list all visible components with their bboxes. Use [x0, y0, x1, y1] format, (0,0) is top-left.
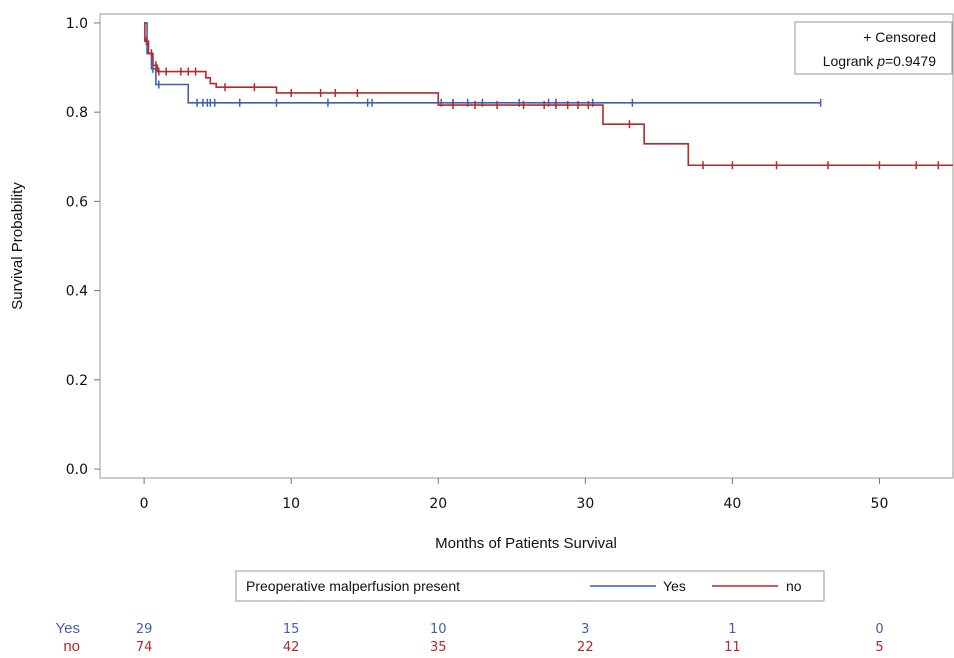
- survival-line-yes: [144, 22, 821, 104]
- logrank-note: Logrank p=0.9479: [823, 53, 936, 69]
- annotation-box: [794, 21, 953, 75]
- x-tick-label: 30: [576, 496, 594, 512]
- logrank-p-symbol: p: [876, 53, 885, 69]
- y-tick-label: 0.4: [66, 284, 88, 300]
- risk-count: 1: [728, 622, 736, 637]
- series-no: [144, 22, 953, 170]
- risk-row-label: Yes: [56, 620, 80, 637]
- risk-count: 22: [577, 640, 594, 655]
- x-tick-label: 40: [723, 496, 741, 512]
- y-tick-label: 0.6: [66, 194, 88, 210]
- risk-count: 42: [283, 640, 300, 655]
- risk-count: 5: [875, 640, 883, 655]
- x-axis-title: Months of Patients Survival: [435, 535, 617, 552]
- risk-table: Yes 29 15 10 3 1 0no 74 42 35 22 11 5: [56, 620, 884, 655]
- plot-frame: [99, 13, 954, 479]
- logrank-annotation: + Censored Logrank p=0.9479: [794, 21, 953, 75]
- y-tick-label: 0.8: [66, 105, 88, 121]
- risk-count: 15: [283, 622, 300, 637]
- risk-count: 3: [581, 622, 589, 637]
- legend: Preoperative malperfusion present Yes no: [235, 570, 825, 602]
- x-tick-label: 0: [140, 496, 149, 512]
- censored-note: + Censored: [863, 29, 936, 45]
- risk-row-label: no: [63, 638, 80, 655]
- y-tick-label: 0.2: [66, 373, 88, 389]
- y-tick-label: 0.0: [66, 462, 88, 478]
- y-tick-label: 1.0: [66, 16, 88, 32]
- risk-count: 29: [136, 622, 153, 637]
- y-axis-title: Survival Probability: [9, 182, 26, 310]
- x-tick-label: 50: [871, 496, 889, 512]
- survival-curves: [144, 22, 953, 170]
- x-tick-label: 20: [429, 496, 447, 512]
- risk-count: 74: [136, 640, 153, 655]
- legend-title: Preoperative malperfusion present: [246, 578, 460, 594]
- risk-count: 11: [724, 640, 741, 655]
- series-yes: [144, 22, 822, 107]
- risk-count: 10: [430, 622, 447, 637]
- legend-label-yes: Yes: [663, 578, 686, 594]
- legend-label-no: no: [786, 578, 802, 594]
- survival-line-no: [144, 22, 953, 167]
- risk-count: 0: [875, 622, 883, 637]
- y-axis: 0.0 0.2 0.4 0.6 0.8 1.0: [66, 16, 100, 478]
- x-tick-label: 10: [282, 496, 300, 512]
- risk-count: 35: [430, 640, 447, 655]
- x-axis: 0 10 20 30 40 50: [140, 478, 889, 512]
- logrank-value: =0.9479: [885, 53, 936, 69]
- logrank-label: Logrank: [823, 53, 877, 69]
